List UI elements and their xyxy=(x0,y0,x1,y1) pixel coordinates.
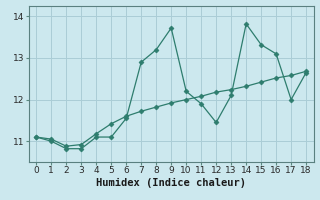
X-axis label: Humidex (Indice chaleur): Humidex (Indice chaleur) xyxy=(96,178,246,188)
